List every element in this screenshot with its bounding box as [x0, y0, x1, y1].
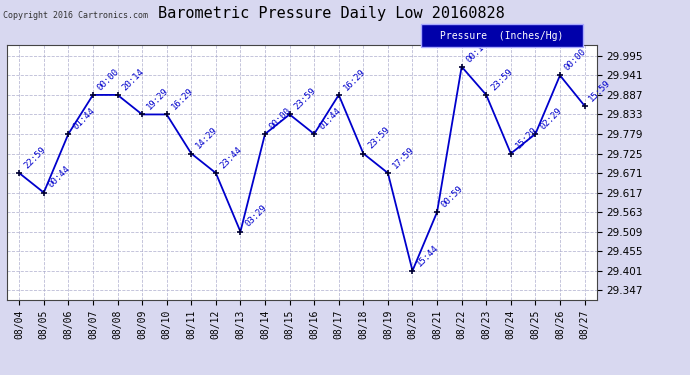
Text: 03:29: 03:29: [243, 204, 268, 229]
Text: 23:59: 23:59: [489, 67, 514, 92]
Text: 19:29: 19:29: [145, 86, 170, 112]
Text: 23:59: 23:59: [293, 86, 317, 112]
Text: 00:00: 00:00: [96, 67, 121, 92]
Text: 00:59: 00:59: [440, 184, 465, 209]
Text: 00:14: 00:14: [464, 39, 490, 64]
Text: 00:44: 00:44: [46, 164, 72, 190]
Text: 20:14: 20:14: [120, 67, 146, 92]
Text: 16:29: 16:29: [170, 86, 195, 112]
Text: 02:29: 02:29: [538, 106, 564, 131]
Text: 15:44: 15:44: [415, 243, 441, 268]
Text: 23:44: 23:44: [219, 145, 244, 170]
Text: 15:29: 15:29: [513, 125, 539, 151]
Text: 22:59: 22:59: [22, 145, 48, 170]
Text: 00:00: 00:00: [268, 106, 293, 131]
Text: 14:29: 14:29: [194, 125, 219, 151]
Text: Copyright 2016 Cartronics.com: Copyright 2016 Cartronics.com: [3, 11, 148, 20]
Text: 01:44: 01:44: [317, 106, 342, 131]
Text: 00:00: 00:00: [563, 47, 588, 73]
Text: 23:59: 23:59: [366, 125, 391, 151]
Text: 17:59: 17:59: [391, 145, 416, 170]
Text: 15:59: 15:59: [587, 78, 613, 103]
Text: Barometric Pressure Daily Low 20160828: Barometric Pressure Daily Low 20160828: [158, 6, 504, 21]
Text: 16:29: 16:29: [342, 67, 367, 92]
Text: Pressure  (Inches/Hg): Pressure (Inches/Hg): [440, 31, 564, 40]
Text: 01:44: 01:44: [71, 106, 97, 131]
